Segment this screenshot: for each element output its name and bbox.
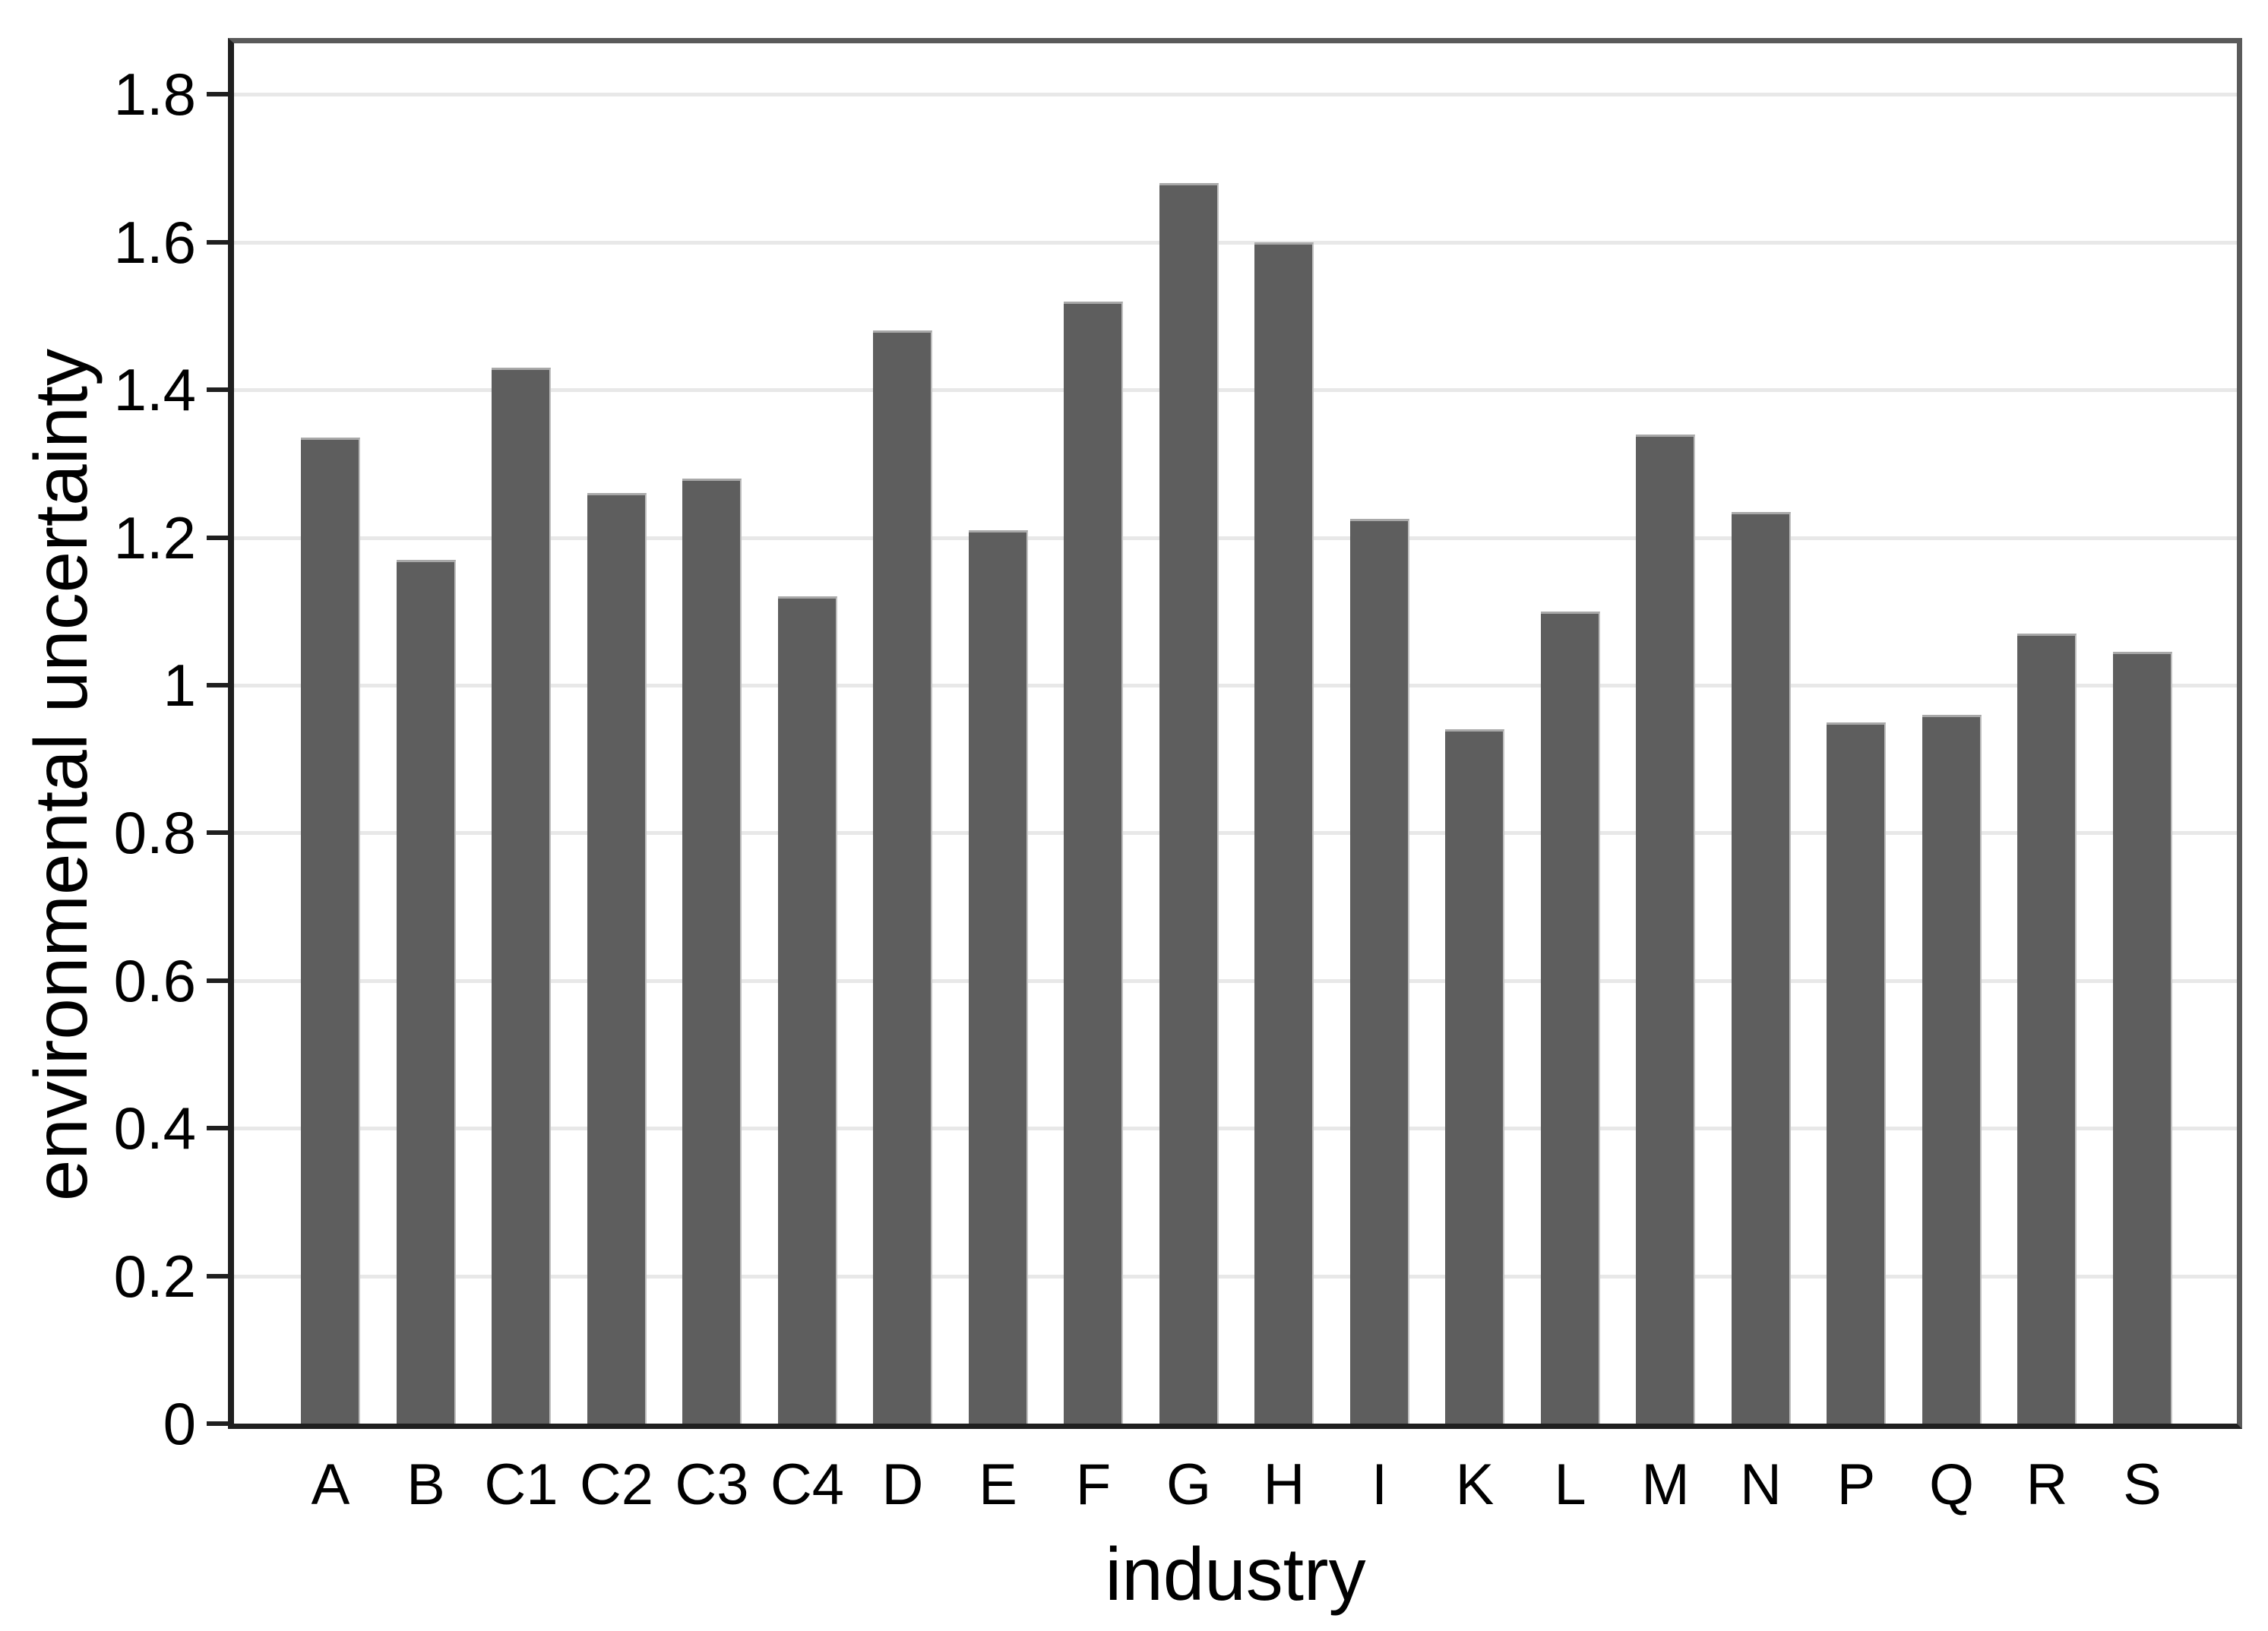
gridline (234, 1127, 2237, 1131)
y-tick-mark (207, 239, 228, 245)
gridline (234, 93, 2237, 97)
gridline (234, 1274, 2237, 1279)
gridline (234, 388, 2237, 393)
x-axis-label-S: S (2123, 1452, 2162, 1517)
y-tick-mark (207, 978, 228, 983)
bar-H (1254, 242, 1314, 1424)
x-axis-label-H: H (1263, 1452, 1305, 1517)
y-axis-title: environmental uncertainty (19, 348, 103, 1202)
gridline (234, 831, 2237, 836)
x-axis-label-A: A (311, 1452, 350, 1517)
bar-M (1636, 435, 1695, 1424)
x-axis-label-G: G (1166, 1452, 1212, 1517)
y-tick-label: 0.6 (113, 947, 196, 1014)
x-axis-label-C4: C4 (770, 1452, 845, 1517)
x-axis-label-P: P (1836, 1452, 1876, 1517)
y-tick-label: 1.2 (113, 504, 196, 571)
bar-C4 (777, 596, 837, 1424)
y-tick-mark (207, 1126, 228, 1131)
x-axis-label-B: B (406, 1452, 445, 1517)
y-tick-label: 1.6 (113, 208, 196, 276)
bar-F (1064, 302, 1123, 1424)
y-tick-mark (207, 92, 228, 97)
x-axis-label-Q: Q (1928, 1452, 1975, 1517)
y-tick-label: 0 (163, 1390, 196, 1457)
bar-C2 (587, 493, 647, 1424)
y-tick-mark (207, 1273, 228, 1279)
x-axis-label-F: F (1075, 1452, 1112, 1517)
bar-I (1349, 519, 1409, 1424)
x-axis-label-E: E (979, 1452, 1017, 1517)
y-tick-mark (207, 535, 228, 540)
y-tick-mark (207, 830, 228, 836)
y-tick-label: 0.2 (113, 1242, 196, 1310)
y-tick-label: 1 (163, 652, 196, 719)
y-tick-mark (207, 683, 228, 687)
y-tick-mark (207, 1421, 228, 1426)
y-tick-label: 0.4 (113, 1095, 196, 1162)
x-axis-title: industry (1105, 1532, 1366, 1616)
bar-N (1731, 512, 1791, 1424)
x-axis-label-I: I (1371, 1452, 1388, 1517)
bar-K (1445, 729, 1504, 1424)
gridline (234, 536, 2237, 540)
gridline (234, 684, 2237, 687)
bar-D (873, 330, 932, 1424)
bar-A (301, 438, 360, 1424)
bar-E (968, 530, 1028, 1424)
bar-R (2017, 634, 2077, 1424)
y-tick-label: 0.8 (113, 799, 196, 867)
bar-G (1159, 183, 1219, 1424)
bar-Q (1922, 715, 1982, 1424)
x-axis-label-R: R (2026, 1452, 2068, 1517)
plot-area (228, 38, 2242, 1429)
gridline (234, 240, 2237, 245)
x-axis-label-L: L (1554, 1452, 1586, 1517)
bar-P (1827, 722, 1886, 1424)
x-axis-label-M: M (1641, 1452, 1690, 1517)
x-axis-label-D: D (881, 1452, 924, 1517)
y-tick-label: 1.8 (113, 61, 196, 128)
x-axis-label-N: N (1740, 1452, 1782, 1517)
gridline (234, 978, 2237, 983)
x-axis-label-K: K (1455, 1452, 1495, 1517)
x-axis-label-C3: C3 (675, 1452, 749, 1517)
bar-C1 (492, 368, 551, 1424)
y-tick-mark (207, 387, 228, 393)
x-axis-label-C1: C1 (484, 1452, 558, 1517)
bar-B (396, 560, 456, 1424)
bar-C3 (682, 479, 742, 1424)
x-axis-label-C2: C2 (579, 1452, 654, 1517)
y-tick-label: 1.4 (113, 356, 196, 424)
bar-S (2112, 652, 2172, 1424)
bar-L (1540, 612, 1600, 1424)
